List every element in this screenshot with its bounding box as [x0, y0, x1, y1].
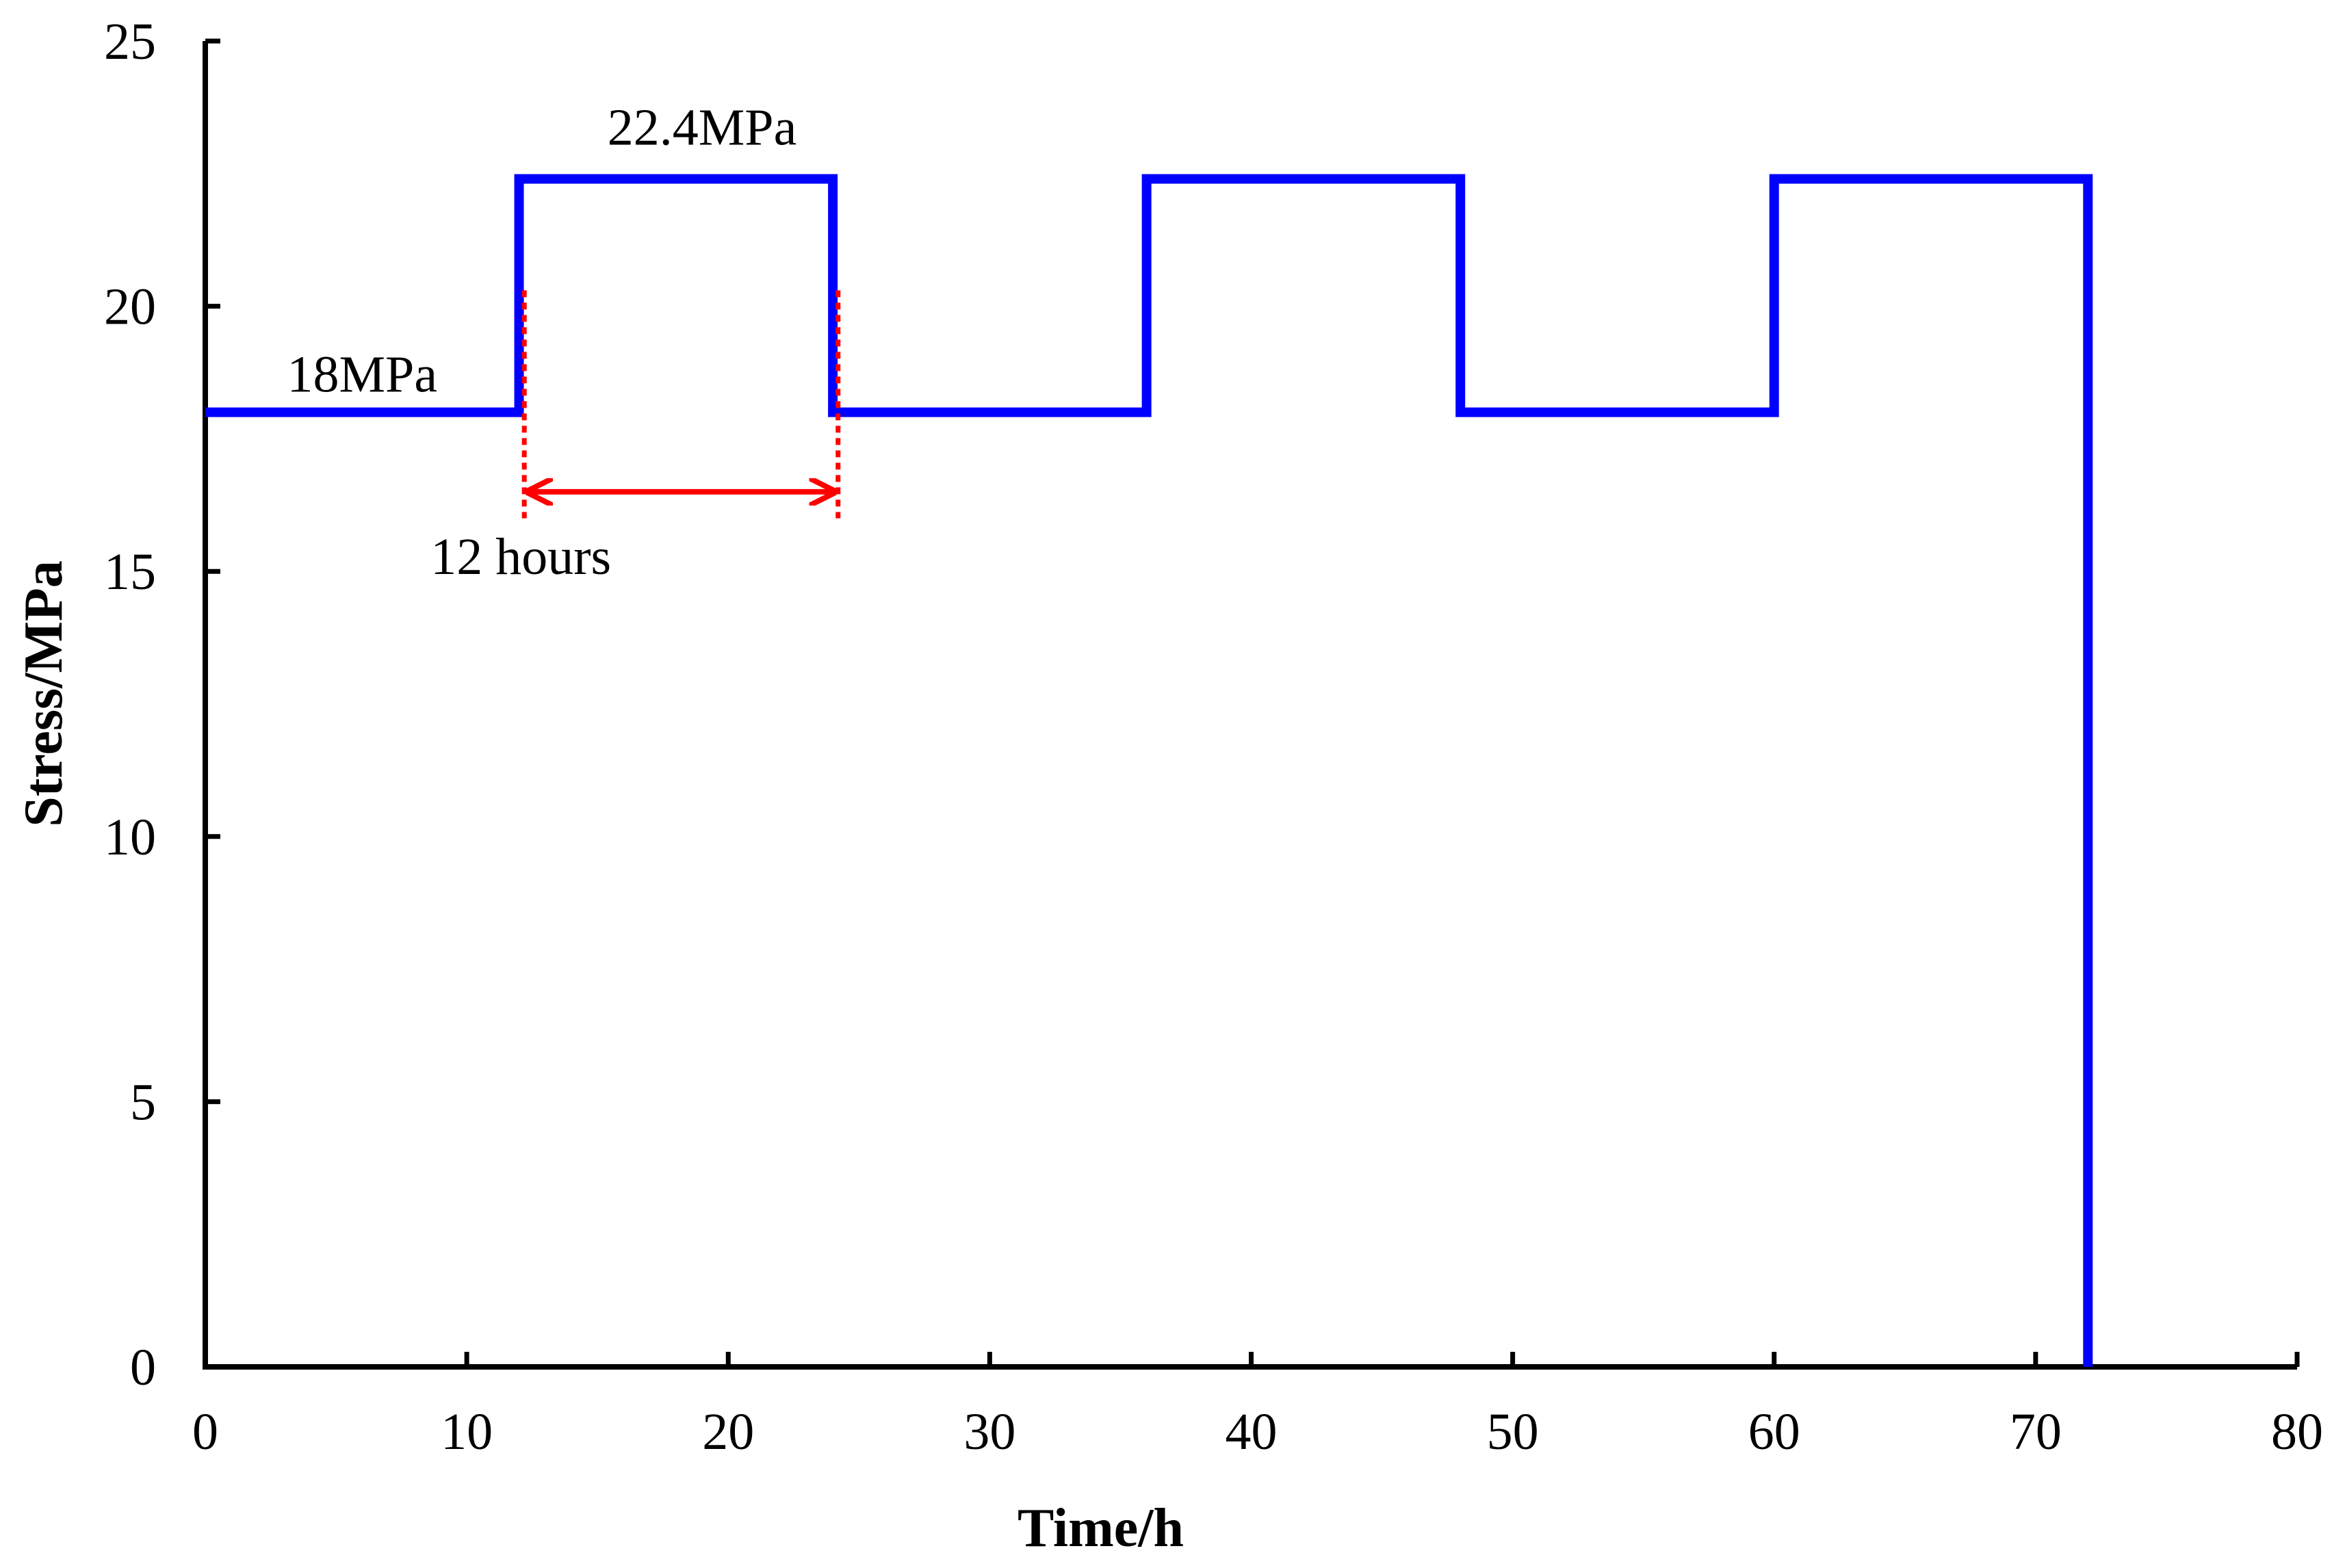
y-tick-label: 15: [104, 543, 156, 601]
x-ticks: 0 10 20 30 40 50 60 70 80: [192, 1352, 2323, 1461]
x-tick-label: 20: [702, 1403, 754, 1461]
x-tick-label: 0: [192, 1403, 218, 1461]
series-line: [205, 174, 2093, 1367]
x-axis-title: Time/h: [1018, 1498, 1184, 1558]
y-tick-label: 20: [104, 278, 156, 336]
x-tick-label: 10: [441, 1403, 493, 1461]
y-axis-title: Stress/MPa: [14, 560, 74, 827]
x-tick-label: 80: [2271, 1403, 2323, 1461]
x-tick-label: 40: [1226, 1403, 1278, 1461]
annotation-layer: 12 hours 18MPa 22.4MPa: [287, 99, 841, 586]
low-stress-label: 18MPa: [287, 346, 437, 404]
y-tick-label: 10: [104, 809, 156, 866]
high-stress-label: 22.4MPa: [608, 99, 797, 157]
x-tick-label: 30: [963, 1403, 1015, 1461]
y-tick-label: 25: [104, 13, 156, 70]
period-label: 12 hours: [430, 528, 611, 586]
x-tick-label: 50: [1487, 1403, 1539, 1461]
y-tick-label: 0: [130, 1339, 156, 1396]
y-ticks: 0 5 10 15 20 25: [104, 13, 220, 1396]
series-layer: [205, 174, 2093, 1367]
y-tick-label: 5: [130, 1073, 156, 1131]
axes: 0 10 20 30 40 50 60 70 80 0 5 10 15 20 25: [104, 13, 2323, 1461]
x-tick-label: 60: [1748, 1403, 1800, 1461]
x-tick-label: 70: [2010, 1403, 2062, 1461]
